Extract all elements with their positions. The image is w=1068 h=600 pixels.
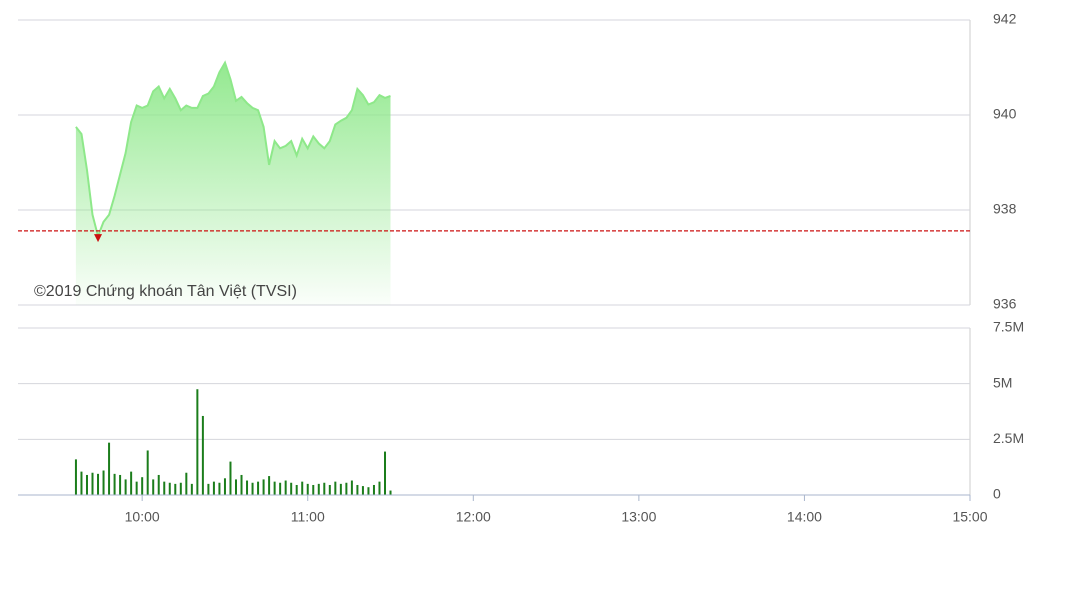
x-tick-label: 11:00 [291,509,325,525]
y-tick-label: 2.5M [993,430,1024,446]
volume-bar [201,415,204,495]
volume-bar [290,482,293,495]
y-tick-label: 7.5M [993,319,1024,335]
volume-bar [102,470,105,495]
annotation: ©2019 Chứng khoán Tân Việt (TVSI) [34,283,297,300]
volume-bar [190,483,193,495]
price-area [75,62,391,306]
price-line [75,60,391,240]
volume-bar [141,477,144,495]
volume-bar [339,483,342,495]
volume-bar [384,451,387,495]
volume-bar [378,481,381,495]
volume-bar [262,479,265,495]
volume-bar [240,474,243,495]
volume-bar [328,484,331,495]
x-tick-label: 15:00 [952,509,987,525]
volume-bar [246,480,249,495]
x-tick-label: 12:00 [456,509,491,525]
x-tick-label: 14:00 [787,509,822,525]
volume-bar [108,442,111,495]
volume-bar [85,474,88,495]
volume-bar [367,487,370,495]
volume-bar [179,482,182,495]
volume-bar [91,472,94,495]
volume-bar [218,482,221,495]
volume-bar [168,482,171,495]
volume-bar [268,476,271,495]
volume-bar [212,481,215,495]
volume-bar [345,482,348,495]
volume-bar [196,389,199,495]
y-tick-label: 938 [993,201,1017,217]
volume-bar [185,472,188,495]
volume-bar [356,484,359,495]
volume-bar [334,481,337,495]
x-tick-label: 10:00 [125,509,160,525]
volume-bar [317,483,320,495]
y-tick-label: 942 [993,11,1017,27]
y-tick-label: 0 [993,486,1001,502]
volume-bar [279,482,282,495]
volume-bar [312,484,315,495]
y-tick-label: 936 [993,296,1017,312]
volume-bar [163,481,166,495]
volume-bar [223,478,226,495]
volume-bar [207,483,210,495]
volume-bar [257,481,260,495]
volume-bar [229,461,232,495]
volume-bar [97,473,100,495]
volume-bar [295,484,298,495]
volume-bar [323,482,326,495]
volume-bar [113,473,116,495]
volume-bar [301,481,304,495]
volume-bar [119,474,122,495]
y-tick-label: 940 [993,106,1017,122]
volume-bar [273,481,276,495]
volume-bar [74,459,77,495]
y-tick-label: 5M [993,374,1012,390]
volume-bar [152,479,155,495]
volume-bar [389,490,392,495]
volume-bar [306,483,309,495]
volume-bar [124,479,127,495]
volume-bar [251,482,254,495]
volume-bar [80,471,83,495]
volume-bar [157,474,160,495]
volume-bar [135,481,138,495]
volume-bar [372,484,375,495]
x-tick-label: 13:00 [621,509,656,525]
volume-bar [234,479,237,495]
volume-bar [130,471,133,495]
volume-bar [284,480,287,495]
volume-bar [361,486,364,495]
volume-bar [350,480,353,495]
min-marker [94,234,103,243]
volume-bar [174,483,177,495]
volume-bar [146,450,149,495]
